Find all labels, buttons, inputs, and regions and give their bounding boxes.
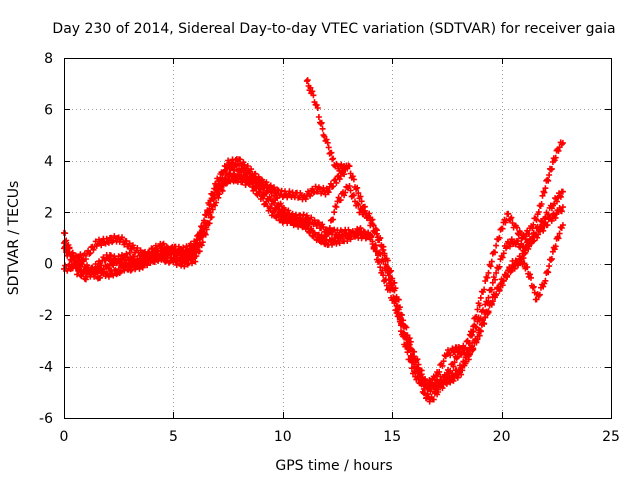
x-tick-label: 10 — [274, 429, 292, 445]
y-axis-label: SDTVAR / TECUs — [6, 181, 22, 296]
y-tick-label: -4 — [39, 360, 53, 376]
x-tick-label: 25 — [602, 429, 620, 445]
x-tick-label: 5 — [169, 429, 178, 445]
y-tick-label: 0 — [44, 257, 53, 273]
y-tick-label: 8 — [44, 51, 53, 67]
chart-title: Day 230 of 2014, Sidereal Day-to-day VTE… — [52, 21, 615, 37]
y-tick-label: -2 — [39, 308, 53, 324]
x-tick-label: 20 — [493, 429, 511, 445]
y-tick-label: 6 — [44, 102, 53, 118]
y-tick-labels: -6 -4 -2 0 2 4 6 8 — [39, 51, 53, 427]
y-tick-label: -6 — [39, 411, 53, 427]
data-points — [61, 77, 566, 405]
point-markers — [61, 170, 566, 392]
series-trace-4 — [303, 77, 348, 174]
grid — [64, 58, 611, 418]
y-tick-label: 4 — [44, 154, 53, 170]
series-trace-3 — [61, 170, 566, 392]
plot-frame — [64, 58, 612, 419]
x-tick-label: 15 — [383, 429, 401, 445]
x-tick-label: 0 — [60, 429, 69, 445]
x-axis-label: GPS time / hours — [275, 458, 392, 474]
y-tick-label: 2 — [44, 205, 53, 221]
x-tick-labels: 0 5 10 15 20 25 — [60, 429, 620, 445]
point-markers — [303, 77, 348, 174]
